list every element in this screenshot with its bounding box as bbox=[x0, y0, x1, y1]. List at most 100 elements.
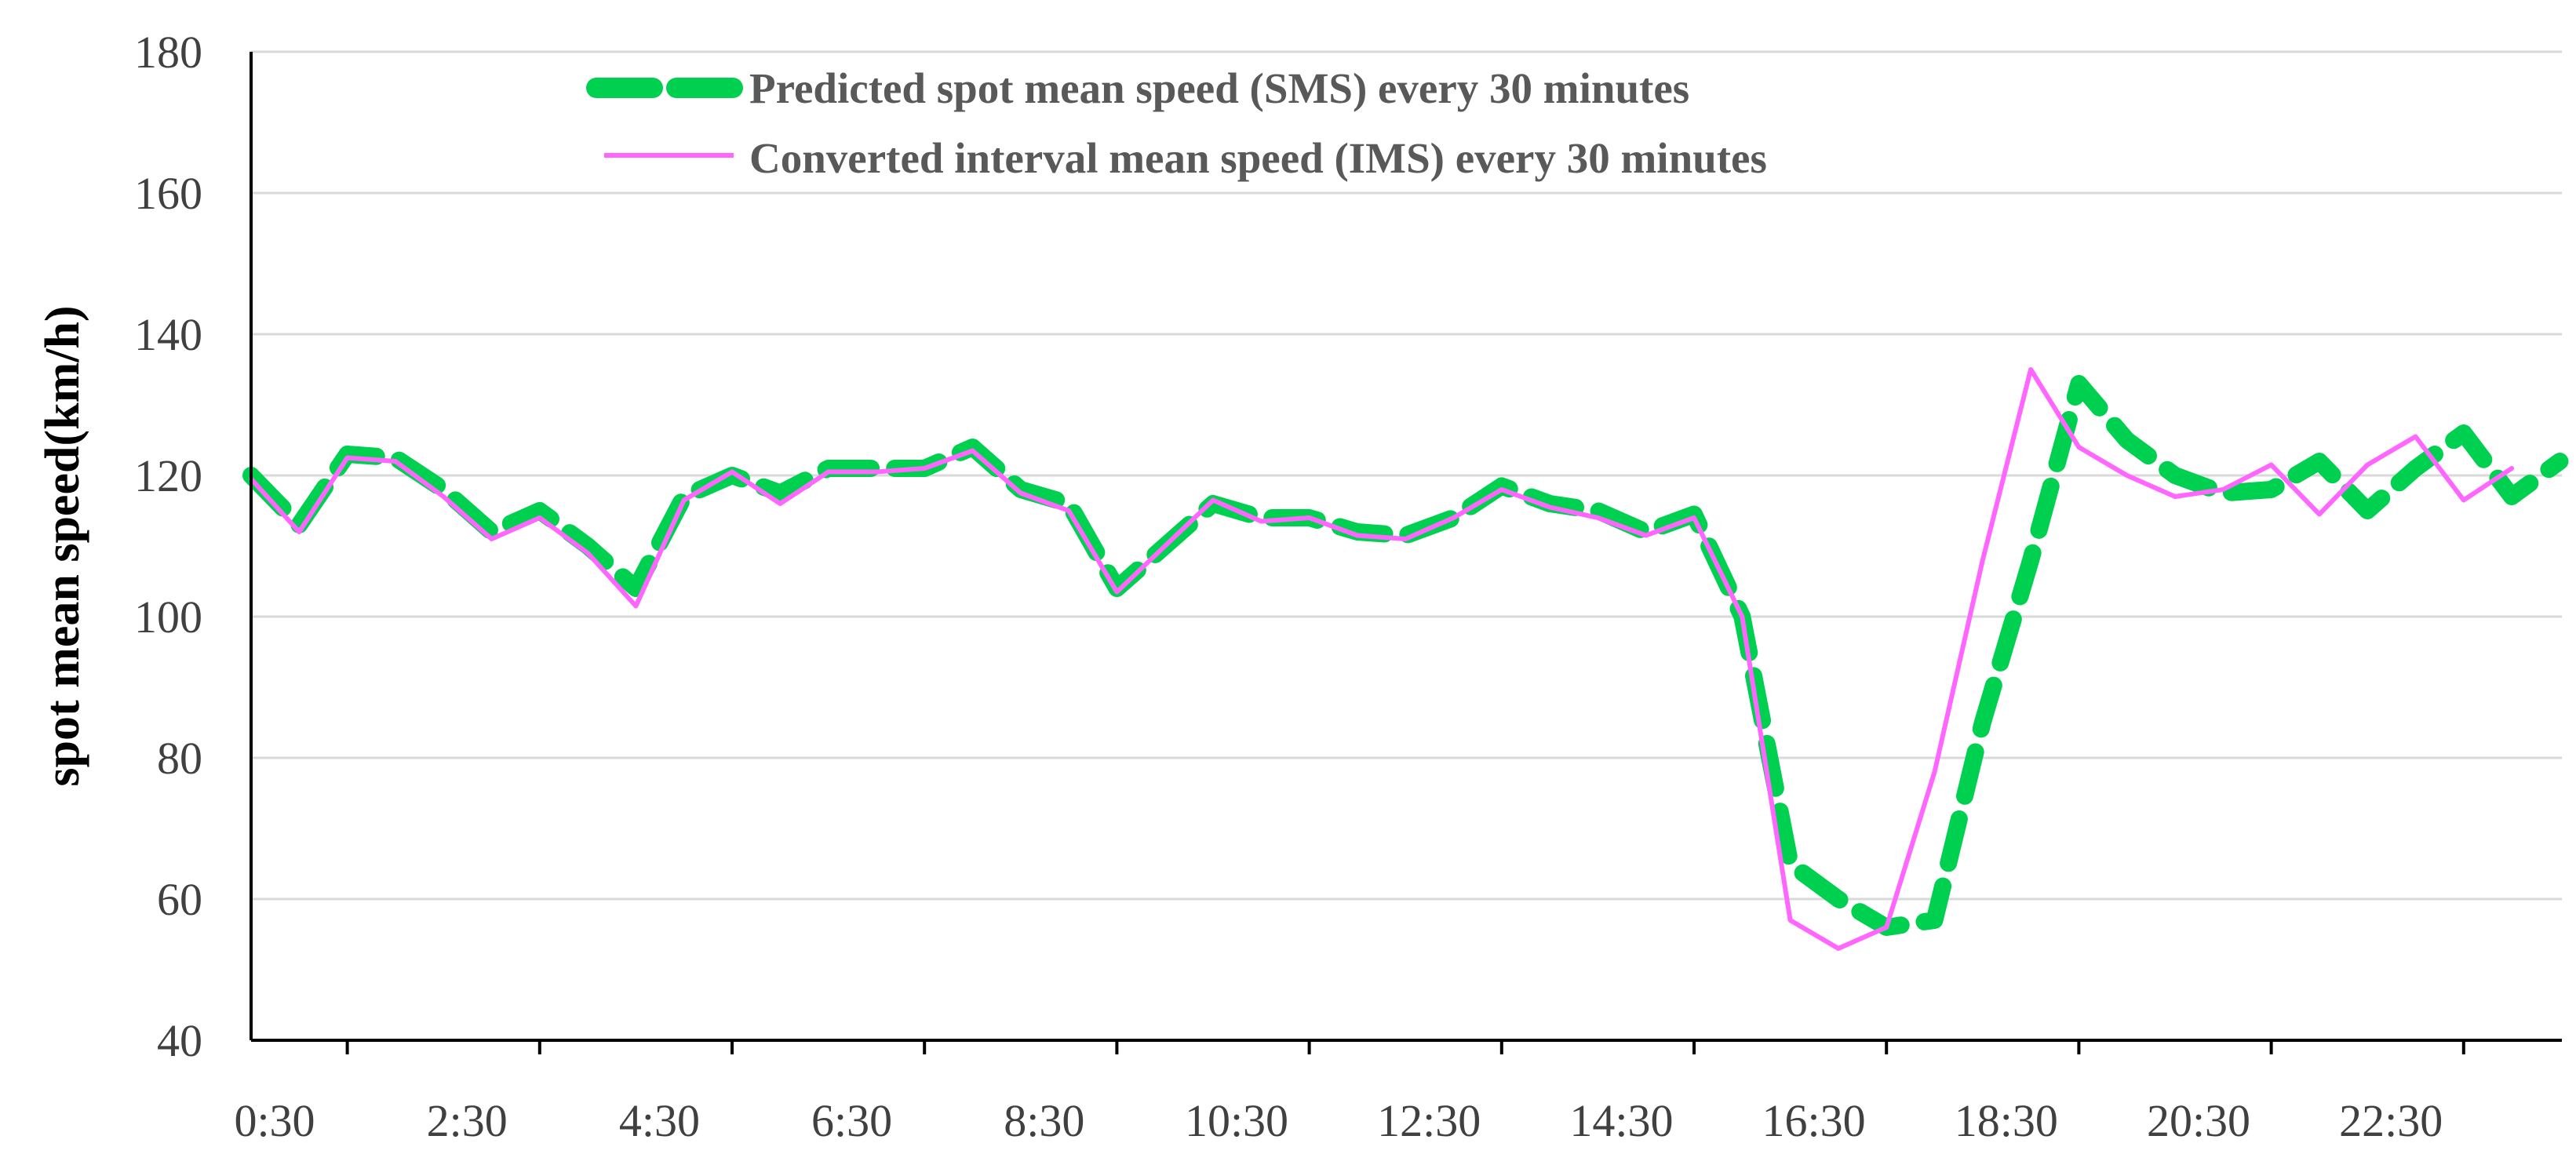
y-tick-label: 100 bbox=[134, 592, 202, 643]
ims-data-point bbox=[1115, 591, 1118, 594]
sms-data-point bbox=[2029, 559, 2032, 562]
ims-data-point bbox=[1981, 559, 1984, 562]
ims-data-point bbox=[1596, 516, 1599, 519]
sms-data-point bbox=[1981, 721, 1984, 724]
ims-data-point bbox=[2318, 513, 2321, 516]
sms-data-point bbox=[634, 587, 637, 590]
ims-data-point bbox=[2462, 499, 2465, 502]
y-tick-label: 40 bbox=[157, 1015, 202, 1066]
sms-data-point bbox=[2558, 460, 2561, 463]
ims-data-point bbox=[778, 502, 782, 505]
y-tick-label: 140 bbox=[134, 309, 202, 360]
ims-data-point bbox=[442, 495, 445, 498]
sms-data-point bbox=[1596, 509, 1599, 512]
sms-data-point bbox=[2126, 439, 2129, 442]
x-tick-label: 2:30 bbox=[427, 1095, 508, 1146]
ims-data-point bbox=[2126, 474, 2129, 477]
ims-data-point bbox=[1308, 516, 1311, 519]
ims-data-point bbox=[1645, 534, 1648, 537]
sms-data-point bbox=[2173, 474, 2177, 477]
sms-data-point bbox=[778, 492, 782, 495]
ims-data-point bbox=[297, 530, 301, 533]
sms-data-point bbox=[1692, 513, 1696, 516]
ims-data-point bbox=[394, 460, 397, 463]
ims-data-point bbox=[1789, 919, 1792, 922]
ims-data-point bbox=[1404, 537, 1407, 541]
sms-data-point bbox=[586, 544, 589, 548]
sms-data-point bbox=[2077, 382, 2080, 385]
x-tick-label: 10:30 bbox=[1185, 1095, 1288, 1146]
sms-data-point bbox=[2318, 460, 2321, 463]
ims-data-point bbox=[1933, 770, 1937, 774]
y-tick-label: 80 bbox=[157, 733, 202, 784]
x-tick-label: 8:30 bbox=[1004, 1095, 1084, 1146]
legend: Predicted spot mean speed (SMS) every 30… bbox=[586, 64, 1767, 182]
sms-data-point bbox=[827, 467, 830, 470]
ims-data-point bbox=[1259, 520, 1262, 523]
y-tick-label: 120 bbox=[134, 450, 202, 501]
ims-data-point bbox=[1692, 516, 1696, 519]
y-tick-label: 180 bbox=[134, 27, 202, 78]
ims-data-point bbox=[1164, 544, 1167, 548]
ims-data-point bbox=[1500, 488, 1503, 491]
x-tick-label: 18:30 bbox=[1955, 1095, 2058, 1146]
ims-data-point bbox=[490, 537, 494, 541]
ims-data-point bbox=[1356, 534, 1359, 537]
gridlines bbox=[251, 50, 2562, 901]
ims-data-point bbox=[875, 471, 878, 474]
ims-data-point bbox=[1019, 492, 1022, 495]
axes bbox=[250, 52, 2562, 1042]
ims-data-point bbox=[346, 457, 349, 460]
ims-data-point bbox=[827, 471, 830, 474]
ims-data-point bbox=[634, 605, 637, 608]
ims-data-point bbox=[586, 552, 589, 555]
x-tick-label: 4:30 bbox=[619, 1095, 700, 1146]
ims-data-point bbox=[1452, 516, 1456, 519]
sms-data-point bbox=[538, 509, 541, 512]
ims-data-point bbox=[971, 450, 975, 453]
x-tick-label: 6:30 bbox=[811, 1095, 892, 1146]
ims-data-point bbox=[1548, 506, 1551, 509]
ims-data-point bbox=[2077, 446, 2080, 449]
ims-data-point bbox=[1067, 509, 1070, 512]
series-line-ims bbox=[249, 367, 2515, 951]
sms-data-point bbox=[442, 488, 445, 491]
ims-data-point bbox=[2270, 464, 2273, 467]
ims-data-point bbox=[2029, 368, 2032, 371]
y-axis-ticks: 40 60 80 100 120 140 160 180 bbox=[134, 27, 202, 1066]
legend-label-sms: Predicted spot mean speed (SMS) every 30… bbox=[749, 64, 1689, 112]
sms-data-point bbox=[2462, 431, 2465, 435]
ims-data-point bbox=[1885, 926, 1888, 929]
sms-data-point bbox=[2414, 467, 2418, 470]
y-tick-label: 60 bbox=[157, 874, 202, 925]
x-tick-label: 14:30 bbox=[1569, 1095, 1673, 1146]
ims-data-point bbox=[2173, 495, 2177, 498]
ims-data-point bbox=[923, 467, 926, 470]
sms-data-point bbox=[1837, 897, 1840, 901]
x-axis-ticks: 0:30 2:30 4:30 6:30 8:30 10:30 12:30 14:30 16:30… bbox=[234, 1040, 2465, 1146]
sms-data-point bbox=[1067, 502, 1070, 505]
x-tick-label: 16:30 bbox=[1762, 1095, 1866, 1146]
ims-data-point bbox=[683, 499, 686, 502]
x-tick-label: 0:30 bbox=[234, 1095, 315, 1146]
sms-data-point bbox=[2510, 495, 2513, 498]
legend-label-ims: Converted interval mean speed (IMS) ever… bbox=[749, 134, 1767, 182]
y-tick-label: 160 bbox=[134, 168, 202, 219]
ims-data-point bbox=[2366, 464, 2369, 467]
x-tick-label: 22:30 bbox=[2339, 1095, 2443, 1146]
sms-data-point bbox=[1500, 485, 1503, 488]
sms-data-point bbox=[490, 530, 494, 533]
sms-data-point bbox=[2366, 509, 2369, 512]
ims-data-point bbox=[2510, 467, 2513, 470]
x-tick-label: 20:30 bbox=[2147, 1095, 2250, 1146]
ims-data-point bbox=[2414, 435, 2418, 439]
sms-data-point bbox=[346, 453, 349, 456]
sms-data-point bbox=[2270, 488, 2273, 491]
sms-data-point bbox=[971, 446, 975, 449]
series-layer bbox=[242, 367, 2569, 951]
ims-data-point bbox=[1211, 499, 1215, 502]
y-axis-title: spot mean speed(km/h) bbox=[36, 305, 89, 786]
series-line-sms bbox=[242, 375, 2569, 936]
ims-data-point bbox=[538, 516, 541, 519]
